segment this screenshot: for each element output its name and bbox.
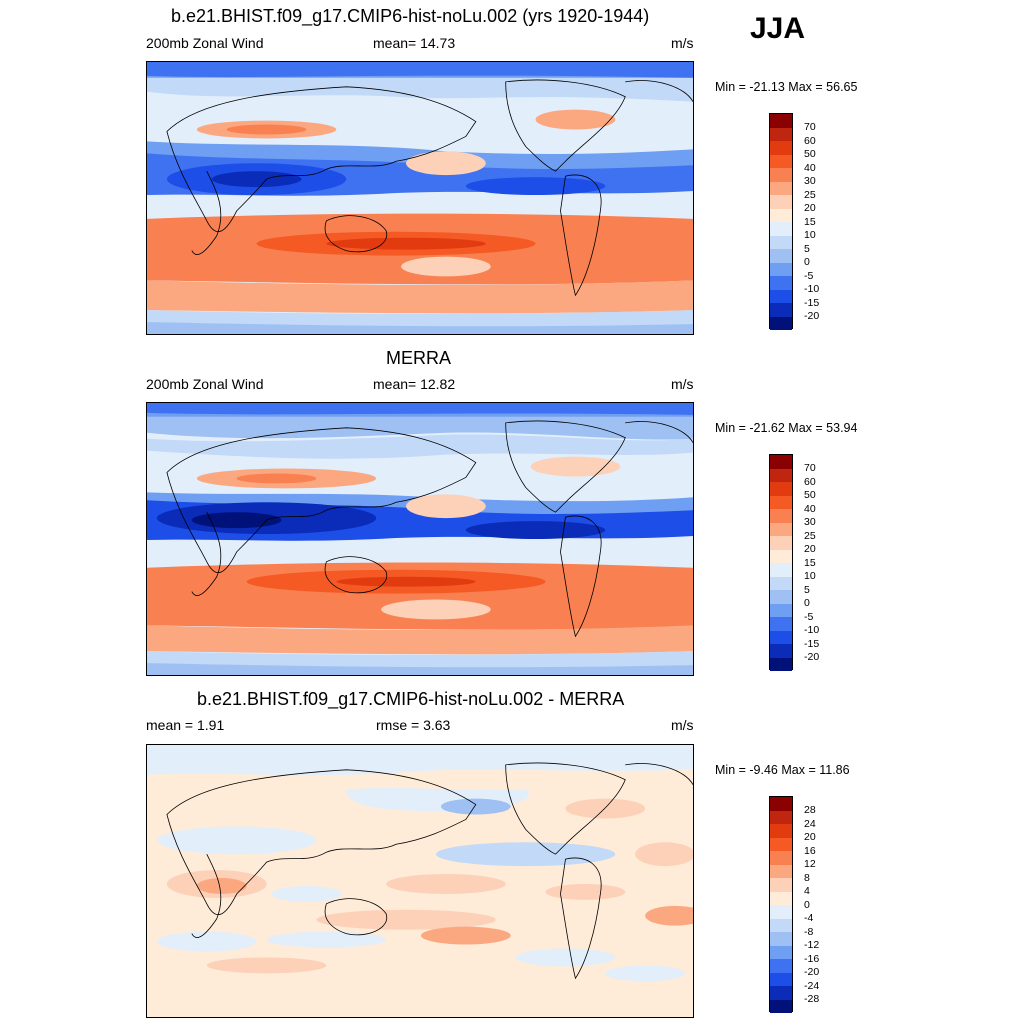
- panel-3-colorbar-label: -28: [804, 993, 820, 1005]
- panel-2-colorbar-label: -15: [804, 638, 820, 650]
- panel-2-colorbar-label: -20: [804, 651, 820, 663]
- panel-3-units: m/s: [671, 717, 694, 733]
- panel-1-colorbar-label: 0: [804, 256, 810, 268]
- panel-2-colorbar-label: 25: [804, 530, 816, 542]
- panel-3-mean-label: mean = 1.91: [146, 717, 225, 733]
- panel-1-colorbar: [769, 113, 793, 330]
- panel-3-rmse-label: rmse = 3.63: [376, 717, 451, 733]
- panel-2-colorbar-label: 30: [804, 516, 816, 528]
- panel-3-colorbar-label: -8: [804, 926, 814, 938]
- panel-3-colorbar-label: 20: [804, 831, 816, 843]
- panel-1-title: b.e21.BHIST.f09_g17.CMIP6-hist-noLu.002 …: [171, 6, 650, 26]
- panel-1-units: m/s: [671, 35, 694, 51]
- panel-3-colorbar-label: 4: [804, 885, 810, 897]
- panel-2-mean-label: mean= 12.82: [373, 376, 456, 392]
- panel-1-colorbar-label: 40: [804, 162, 816, 174]
- panel-2-map: [146, 402, 694, 676]
- panel-2-colorbar-label: 20: [804, 543, 816, 555]
- panel-3-colorbar-label: -24: [804, 980, 820, 992]
- panel-1-colorbar-label: -20: [804, 310, 820, 322]
- panel-2-colorbar-label: 5: [804, 584, 810, 596]
- panel-1-mean-label: mean= 14.73: [373, 35, 456, 51]
- panel-3-title: b.e21.BHIST.f09_g17.CMIP6-hist-noLu.002 …: [197, 689, 625, 709]
- panel-2-colorbar-label: 40: [804, 503, 816, 515]
- panel-1-colorbar-label: 50: [804, 148, 816, 160]
- panel-3-colorbar-label: 24: [804, 818, 816, 830]
- panel-2-title: MERRA: [386, 348, 452, 368]
- season-label: JJA: [750, 12, 806, 45]
- panel-1-colorbar-label: -15: [804, 297, 820, 309]
- panel-3-colorbar-label: -4: [804, 912, 814, 924]
- panel-2-minmax: Min = -21.62 Max = 53.94: [715, 421, 858, 435]
- panel-2-colorbar-label: 0: [804, 597, 810, 609]
- panel-1-colorbar-label: 5: [804, 243, 810, 255]
- panel-2-units: m/s: [671, 376, 694, 392]
- panel-2-colorbar-label: 50: [804, 489, 816, 501]
- panel-2-colorbar: [769, 454, 793, 671]
- panel-2-colorbar-label: 70: [804, 462, 816, 474]
- panel-1-variable-label: 200mb Zonal Wind: [146, 35, 264, 51]
- panel-3-colorbar-label: 16: [804, 845, 816, 857]
- panel-3-colorbar-label: 12: [804, 858, 816, 870]
- panel-2-colorbar-label: 60: [804, 476, 816, 488]
- panel-1-map: [146, 61, 694, 335]
- panel-3-colorbar-label: -12: [804, 939, 820, 951]
- panel-2-colorbar-label: 15: [804, 557, 816, 569]
- panel-3-colorbar-label: -16: [804, 953, 820, 965]
- panel-1-colorbar-label: 20: [804, 202, 816, 214]
- panel-1-contour-field: [147, 62, 693, 334]
- panel-3-map: [146, 744, 694, 1018]
- panel-1-colorbar-label: 10: [804, 229, 816, 241]
- panel-1-colorbar-label: 15: [804, 216, 816, 228]
- panel-2-contour-field: [147, 403, 693, 675]
- panel-2-colorbar-label: -10: [804, 624, 820, 636]
- panel-1-colorbar-label: 30: [804, 175, 816, 187]
- panel-1-colorbar-label: 70: [804, 121, 816, 133]
- panel-1-colorbar-label: 60: [804, 135, 816, 147]
- panel-3-minmax: Min = -9.46 Max = 11.86: [715, 763, 850, 777]
- panel-1-colorbar-label: -10: [804, 283, 820, 295]
- panel-1-colorbar-label: -5: [804, 270, 814, 282]
- panel-3-colorbar-label: 8: [804, 872, 810, 884]
- panel-3-colorbar: [769, 796, 793, 1013]
- panel-3-contour-field: [147, 745, 693, 1017]
- panel-1-colorbar-label: 25: [804, 189, 816, 201]
- panel-1-minmax: Min = -21.13 Max = 56.65: [715, 80, 858, 94]
- panel-3-colorbar-label: 28: [804, 804, 816, 816]
- panel-3-colorbar-label: 0: [804, 899, 810, 911]
- panel-2-colorbar-label: -5: [804, 611, 814, 623]
- panel-2-colorbar-label: 10: [804, 570, 816, 582]
- panel-3-colorbar-label: -20: [804, 966, 820, 978]
- panel-2-variable-label: 200mb Zonal Wind: [146, 376, 264, 392]
